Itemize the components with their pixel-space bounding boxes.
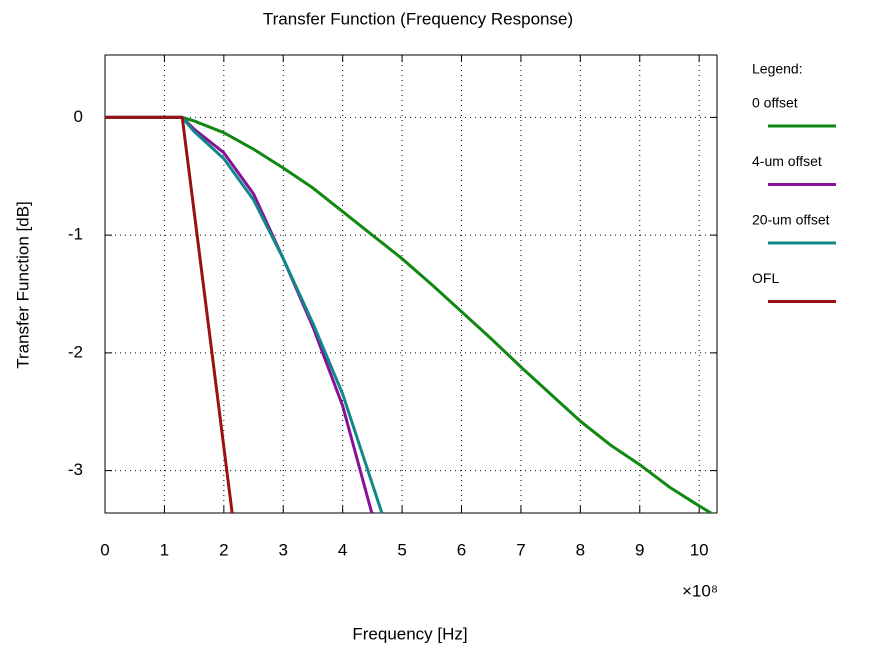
legend-label: 0 offset [752,95,798,111]
y-tick-label: -3 [68,460,83,479]
x-tick-label: 7 [516,540,525,559]
x-tick-label: 1 [160,540,169,559]
legend-label: 4-um offset [752,153,822,169]
y-tick-label: -1 [68,225,83,244]
x-tick-label: 3 [279,540,288,559]
legend-label: 20-um offset [752,212,830,228]
chart-title: Transfer Function (Frequency Response) [263,9,573,28]
x-tick-label: 2 [219,540,228,559]
series-line [105,115,384,514]
x-tick-label: 10 [690,540,709,559]
plot-frame [104,54,718,514]
x-tick-label: 6 [457,540,466,559]
legend-title: Legend: [752,61,803,77]
x-tick-label: 9 [635,540,644,559]
series-line [105,115,712,515]
series-line [105,115,234,514]
x-tick-label: 8 [576,540,585,559]
x-axis-label: Frequency [Hz] [352,624,467,643]
x-tick-label: 5 [397,540,406,559]
y-tick-label: 0 [74,107,83,126]
legend-label: OFL [752,270,779,286]
x-tick-label: 4 [338,540,347,559]
y-tick-label: -2 [68,342,83,361]
y-axis-label: Transfer Function [dB] [13,201,32,369]
x-tick-label: 0 [100,540,109,559]
x-scale-label: ×10⁸ [682,581,718,600]
